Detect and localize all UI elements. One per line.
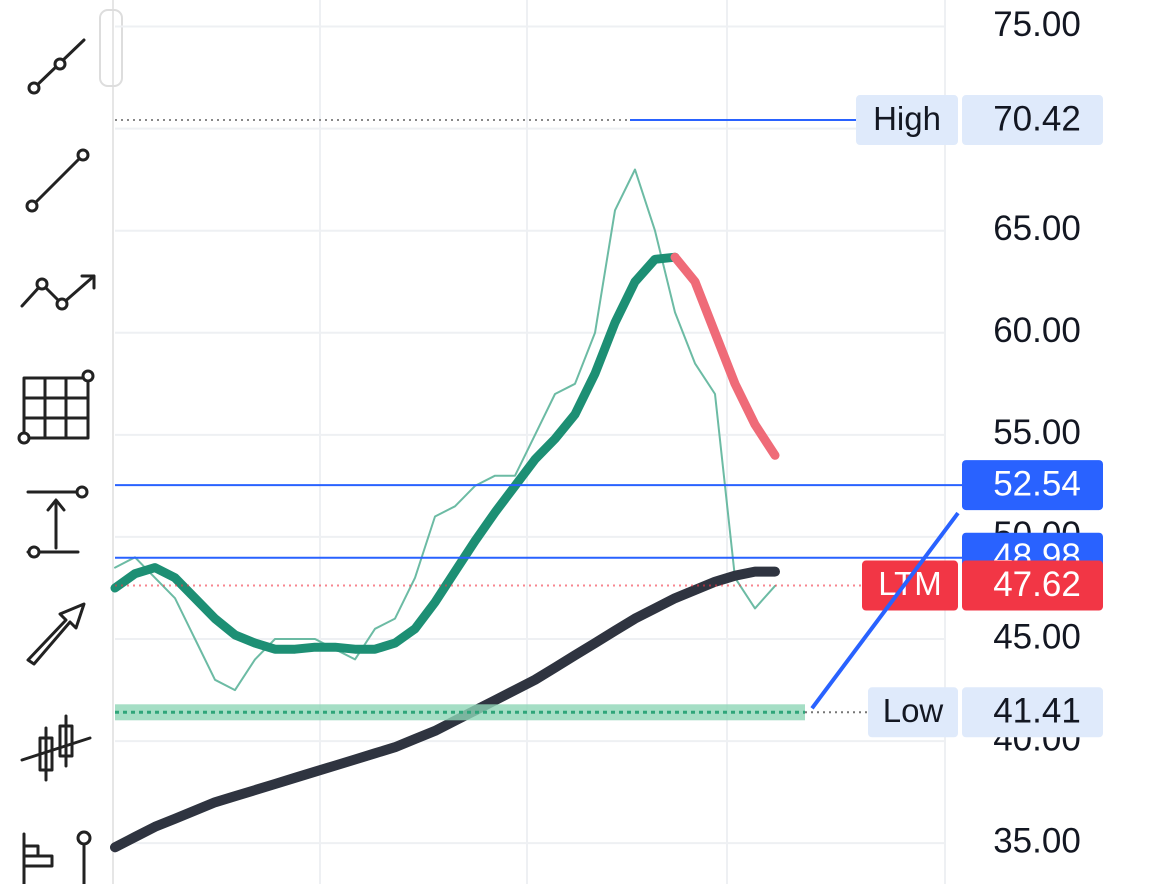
price-label-box xyxy=(962,460,1103,511)
level-name-box xyxy=(862,560,958,611)
tool-grid[interactable] xyxy=(17,369,95,445)
tool-arrow[interactable] xyxy=(26,602,86,666)
price-label-box xyxy=(962,687,1103,738)
series-line xyxy=(110,566,780,853)
tool-measure[interactable] xyxy=(26,485,89,559)
series-line xyxy=(670,252,780,460)
level-name: Low xyxy=(883,692,944,729)
level-name: LTM xyxy=(878,565,942,602)
price-label: 47.62 xyxy=(993,565,1081,604)
tool-trend-ray[interactable] xyxy=(27,38,86,95)
y-tick-label: 75.00 xyxy=(993,5,1081,44)
y-tick-label: 60.00 xyxy=(993,311,1081,350)
tool-volume[interactable] xyxy=(22,830,92,884)
range-connector xyxy=(810,511,960,710)
tool-path[interactable] xyxy=(20,274,96,311)
level-name-box xyxy=(868,687,958,738)
toolbar-bg xyxy=(0,0,113,884)
series-line xyxy=(110,252,680,654)
time-grid xyxy=(319,0,946,884)
series-line xyxy=(114,168,776,692)
price-label: 41.41 xyxy=(993,692,1081,731)
y-tick-label: 65.00 xyxy=(993,209,1081,248)
y-tick-label: 55.00 xyxy=(993,413,1081,452)
price-label-box xyxy=(962,95,1103,146)
tool-candles[interactable] xyxy=(20,714,92,782)
price-label: 70.42 xyxy=(993,99,1081,138)
y-tick-label: 35.00 xyxy=(993,821,1081,860)
price-label: 52.54 xyxy=(993,464,1081,503)
price-label-box xyxy=(962,560,1103,611)
level-name: High xyxy=(873,100,941,137)
toolbar xyxy=(0,0,123,884)
toolbar-handle[interactable] xyxy=(99,9,123,87)
tool-trend-line[interactable] xyxy=(25,148,90,213)
y-tick-label: 45.00 xyxy=(993,617,1081,656)
level-name-box xyxy=(856,95,958,146)
